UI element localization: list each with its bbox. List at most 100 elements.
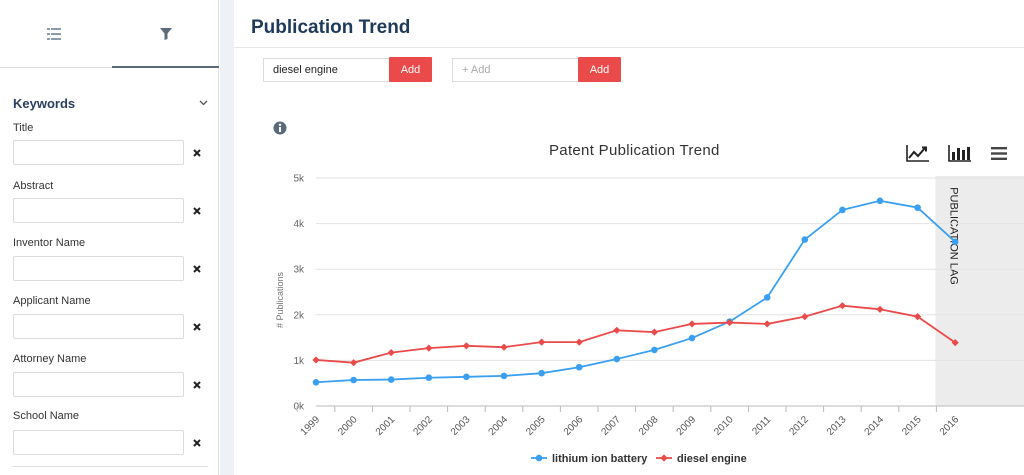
- data-point: [463, 373, 470, 381]
- gutter: [220, 0, 234, 475]
- data-point: [387, 349, 395, 357]
- data-point: [763, 294, 771, 301]
- publication-lag-band: [935, 176, 1024, 406]
- inventor-name-field[interactable]: [13, 256, 184, 281]
- data-point: [801, 236, 809, 243]
- y-tick-label: 5k: [293, 174, 305, 185]
- keyword-input[interactable]: diesel engine: [263, 58, 389, 82]
- y-tick-label: 0k: [293, 402, 305, 413]
- x-tick-label: 2003: [449, 414, 473, 438]
- data-point: [312, 378, 320, 386]
- data-point: [801, 313, 809, 321]
- divider: [13, 466, 208, 467]
- x-tick-label: 2012: [787, 414, 811, 438]
- x-tick-label: 2014: [863, 414, 887, 438]
- legend-marker: [535, 454, 543, 462]
- title-field[interactable]: [13, 140, 184, 165]
- data-point: [425, 374, 433, 382]
- clear-abstract-icon[interactable]: [192, 206, 202, 216]
- x-tick-label: 2000: [336, 414, 360, 438]
- section-title: Keywords: [13, 95, 76, 111]
- clear-applicant-name-icon[interactable]: [192, 322, 202, 332]
- chevron-down-icon[interactable]: [199, 100, 208, 106]
- data-point: [387, 376, 395, 383]
- data-point: [350, 376, 357, 384]
- data-point: [575, 338, 583, 346]
- data-point: [500, 343, 508, 351]
- publication-trend-chart: PUBLICATION LAG 0k 1k 2k 3k 4k 5k # Publication…: [275, 174, 1024, 465]
- school-name-label: School Name: [13, 410, 80, 422]
- data-point: [763, 320, 771, 328]
- attorney-name-label: Attorney Name: [13, 353, 87, 365]
- data-point: [726, 318, 734, 327]
- x-tick-label: 2015: [900, 414, 924, 438]
- data-point: [839, 206, 846, 214]
- data-point: [838, 302, 846, 310]
- data-point: [876, 305, 884, 313]
- data-point: [688, 334, 696, 342]
- data-point: [688, 320, 696, 328]
- x-tick-label: 2008: [637, 414, 661, 438]
- abstract-field[interactable]: [13, 198, 184, 223]
- x-tick-label: 2006: [562, 414, 586, 438]
- data-point: [876, 197, 884, 205]
- keywords-section-header[interactable]: Keywords: [13, 94, 208, 112]
- filter-icon: [159, 27, 172, 40]
- data-point: [500, 372, 508, 380]
- data-point: [462, 342, 470, 350]
- x-tick-label: 2010: [712, 414, 736, 438]
- data-point: [575, 363, 583, 371]
- y-tick-label: 2k: [293, 310, 305, 321]
- y-axis-label: # Publications: [275, 271, 285, 328]
- data-point: [613, 355, 621, 363]
- x-tick-label: 2009: [675, 414, 699, 438]
- series-line: [315, 304, 956, 364]
- info-icon[interactable]: [273, 121, 287, 135]
- inventor-name-label: Inventor Name: [13, 237, 86, 249]
- add-keyword-button[interactable]: Add: [389, 57, 432, 82]
- abstract-label: Abstract: [13, 180, 54, 192]
- menu-icon[interactable]: [991, 147, 1007, 160]
- data-point: [650, 328, 658, 336]
- school-name-field[interactable]: [13, 430, 184, 455]
- sidebar: Keywords Title Abstract Inventor Name Ap…: [0, 0, 219, 475]
- data-point: [425, 344, 433, 352]
- x-tick-label: 2002: [411, 414, 435, 438]
- list-icon: [46, 27, 61, 40]
- applicant-name-label: Applicant Name: [13, 295, 91, 307]
- tab-list[interactable]: [0, 0, 107, 67]
- publication-lag-label: PUBLICATION LAG: [947, 187, 959, 285]
- data-point: [538, 369, 545, 377]
- main-content: Publication Trend diesel engine Add + Ad…: [234, 0, 1024, 475]
- legend-marker: [660, 454, 668, 462]
- legend-label: diesel engine: [677, 453, 747, 465]
- line-chart-icon[interactable]: [906, 144, 930, 162]
- new-keyword-input[interactable]: + Add: [452, 58, 578, 82]
- bar-chart-icon[interactable]: [948, 144, 972, 162]
- data-point: [613, 326, 621, 334]
- x-tick-label: 2007: [599, 414, 623, 438]
- x-tick-label: 2004: [487, 414, 511, 438]
- legend-label: lithium ion battery: [552, 453, 648, 465]
- clear-inventor-name-icon[interactable]: [192, 264, 202, 274]
- attorney-name-field[interactable]: [13, 372, 184, 397]
- page-title: Publication Trend: [251, 17, 411, 38]
- clear-school-name-icon[interactable]: [192, 438, 202, 448]
- tab-filter[interactable]: [112, 0, 219, 68]
- add-new-keyword-button[interactable]: Add: [578, 57, 621, 82]
- applicant-name-field[interactable]: [13, 314, 184, 339]
- x-tick-label: 2016: [938, 414, 962, 438]
- title-label: Title: [13, 122, 34, 134]
- data-point: [914, 204, 921, 211]
- y-tick-label: 4k: [293, 219, 305, 230]
- y-tick-label: 1k: [293, 356, 305, 367]
- clear-title-icon[interactable]: [192, 148, 202, 158]
- clear-attorney-name-icon[interactable]: [192, 380, 202, 390]
- data-point: [312, 356, 320, 364]
- sidebar-tabs: [0, 0, 219, 68]
- x-tick-label: 2013: [825, 414, 849, 438]
- data-point: [951, 238, 959, 246]
- y-tick-label: 3k: [293, 265, 305, 276]
- series-line: [315, 199, 956, 384]
